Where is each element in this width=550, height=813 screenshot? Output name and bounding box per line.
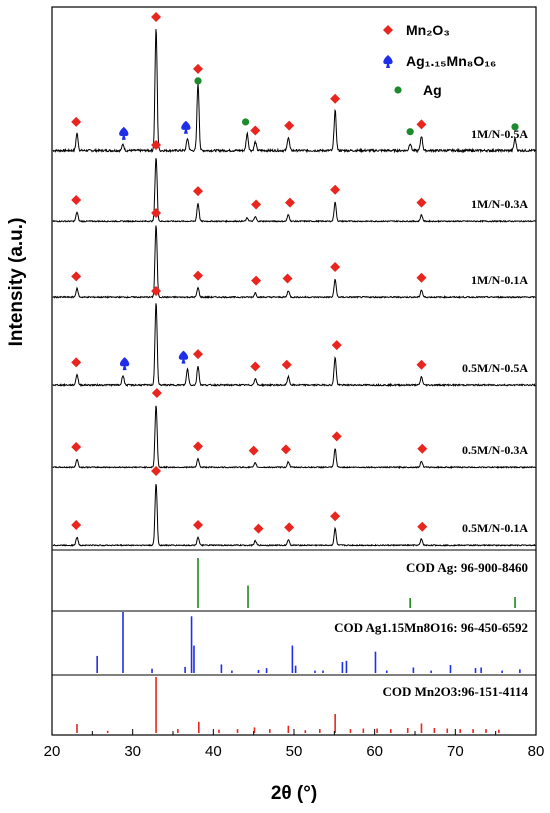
marker-4-9 xyxy=(416,359,427,370)
pattern-line-4 xyxy=(52,303,536,388)
ref-label-2: COD Ag1.15Mn8O16: 96-450-6592 xyxy=(334,620,528,635)
x-tick-label-5: 60 xyxy=(366,743,383,760)
series-label-3: 1M/N-0.1A xyxy=(471,273,528,287)
x-tick-label-7: 80 xyxy=(528,743,545,760)
pattern-line-2 xyxy=(52,158,536,224)
legend-symbol-ag xyxy=(394,86,402,94)
series-label-2: 1M/N-0.3A xyxy=(471,197,528,211)
series-labels: 1M/N-0.5A 1M/N-0.3A 1M/N-0.1A 0.5M/N-0.5A 0.… xyxy=(462,127,528,535)
marker-3-3 xyxy=(193,270,204,281)
pattern-line-3 xyxy=(52,225,536,299)
ref-label-3: COD Mn2O3:96-151-4114 xyxy=(382,684,528,699)
marker-3-4 xyxy=(251,275,262,286)
marker-5-2 xyxy=(151,388,162,398)
marker-1-1 xyxy=(71,116,82,127)
marker-3-5 xyxy=(282,273,293,284)
marker-6-2 xyxy=(151,466,162,476)
legend-symbol-agmno xyxy=(383,55,393,68)
marker-2-3 xyxy=(193,186,204,197)
marker-6-7 xyxy=(417,521,428,532)
y-axis-title: Intensity (a.u.) xyxy=(6,218,27,347)
phase-markers xyxy=(71,12,519,534)
marker-2-1 xyxy=(71,195,82,206)
marker-1-9 xyxy=(284,120,295,131)
marker-3-1 xyxy=(71,271,82,282)
marker-1-13 xyxy=(511,123,519,131)
reference-patterns: COD Ag: 96-900-8460 COD Ag1.15Mn8O16: 96-… xyxy=(76,558,528,733)
ref-label-1: COD Ag: 96-900-8460 xyxy=(406,560,528,575)
x-axis-title: 2θ (°) xyxy=(271,783,317,804)
marker-3-2 xyxy=(151,208,162,218)
marker-1-11 xyxy=(406,128,414,136)
marker-4-1 xyxy=(71,357,82,368)
marker-4-8 xyxy=(331,340,342,351)
legend: Mn₂O₃ Ag₁.₁₅Mn₈O₁₆ Ag xyxy=(383,22,496,98)
marker-1-3 xyxy=(151,12,162,22)
marker-1-8 xyxy=(250,125,261,136)
x-axis: 20 30 40 50 60 70 80 xyxy=(44,729,545,760)
x-tick-label-6: 70 xyxy=(447,743,464,760)
marker-1-12 xyxy=(416,119,427,130)
series-label-6: 0.5M/N-0.1A xyxy=(462,521,528,535)
x-tick-label-4: 50 xyxy=(286,743,303,760)
marker-5-4 xyxy=(248,445,259,456)
marker-2-7 xyxy=(416,197,427,208)
legend-symbol-mn2o3 xyxy=(383,25,393,35)
marker-1-7 xyxy=(242,118,250,126)
series-label-5: 0.5M/N-0.3A xyxy=(462,443,528,457)
pattern-line-5 xyxy=(52,405,536,470)
x-tick-label-2: 30 xyxy=(124,743,141,760)
marker-3-7 xyxy=(416,272,427,283)
marker-6-4 xyxy=(253,523,264,534)
marker-3-6 xyxy=(330,262,341,272)
marker-2-5 xyxy=(284,197,295,208)
marker-5-6 xyxy=(331,431,342,442)
marker-1-4 xyxy=(181,120,191,134)
marker-1-2 xyxy=(119,126,129,140)
marker-4-7 xyxy=(281,359,292,370)
marker-2-6 xyxy=(330,184,341,195)
legend-symbols xyxy=(383,25,402,94)
marker-4-6 xyxy=(250,361,261,372)
diffraction-patterns xyxy=(52,29,536,548)
marker-1-5 xyxy=(193,63,204,74)
marker-1-6 xyxy=(194,77,202,85)
marker-5-5 xyxy=(280,444,291,455)
series-label-1: 1M/N-0.5A xyxy=(471,127,528,141)
marker-6-3 xyxy=(193,519,204,530)
marker-4-5 xyxy=(193,349,204,360)
marker-2-2 xyxy=(151,140,162,150)
marker-4-3 xyxy=(151,286,162,296)
legend-label-ag: Ag xyxy=(423,82,442,98)
series-label-4: 0.5M/N-0.5A xyxy=(462,361,528,375)
marker-6-1 xyxy=(71,519,82,530)
marker-2-4 xyxy=(251,199,262,210)
marker-4-4 xyxy=(178,350,189,364)
marker-4-2 xyxy=(119,357,130,371)
pattern-line-1 xyxy=(52,29,536,154)
pattern-line-6 xyxy=(52,484,536,548)
x-tick-label-1: 20 xyxy=(44,743,61,760)
legend-label-mn2o3: Mn₂O₃ xyxy=(406,22,450,38)
marker-1-10 xyxy=(330,93,341,104)
marker-6-6 xyxy=(330,511,341,522)
marker-5-7 xyxy=(417,443,428,454)
x-tick-label-3: 40 xyxy=(205,743,222,760)
legend-label-agmno: Ag₁.₁₅Mn₈O₁₆ xyxy=(406,53,496,69)
marker-5-1 xyxy=(71,441,82,452)
marker-6-5 xyxy=(284,522,295,533)
marker-5-3 xyxy=(193,441,204,452)
